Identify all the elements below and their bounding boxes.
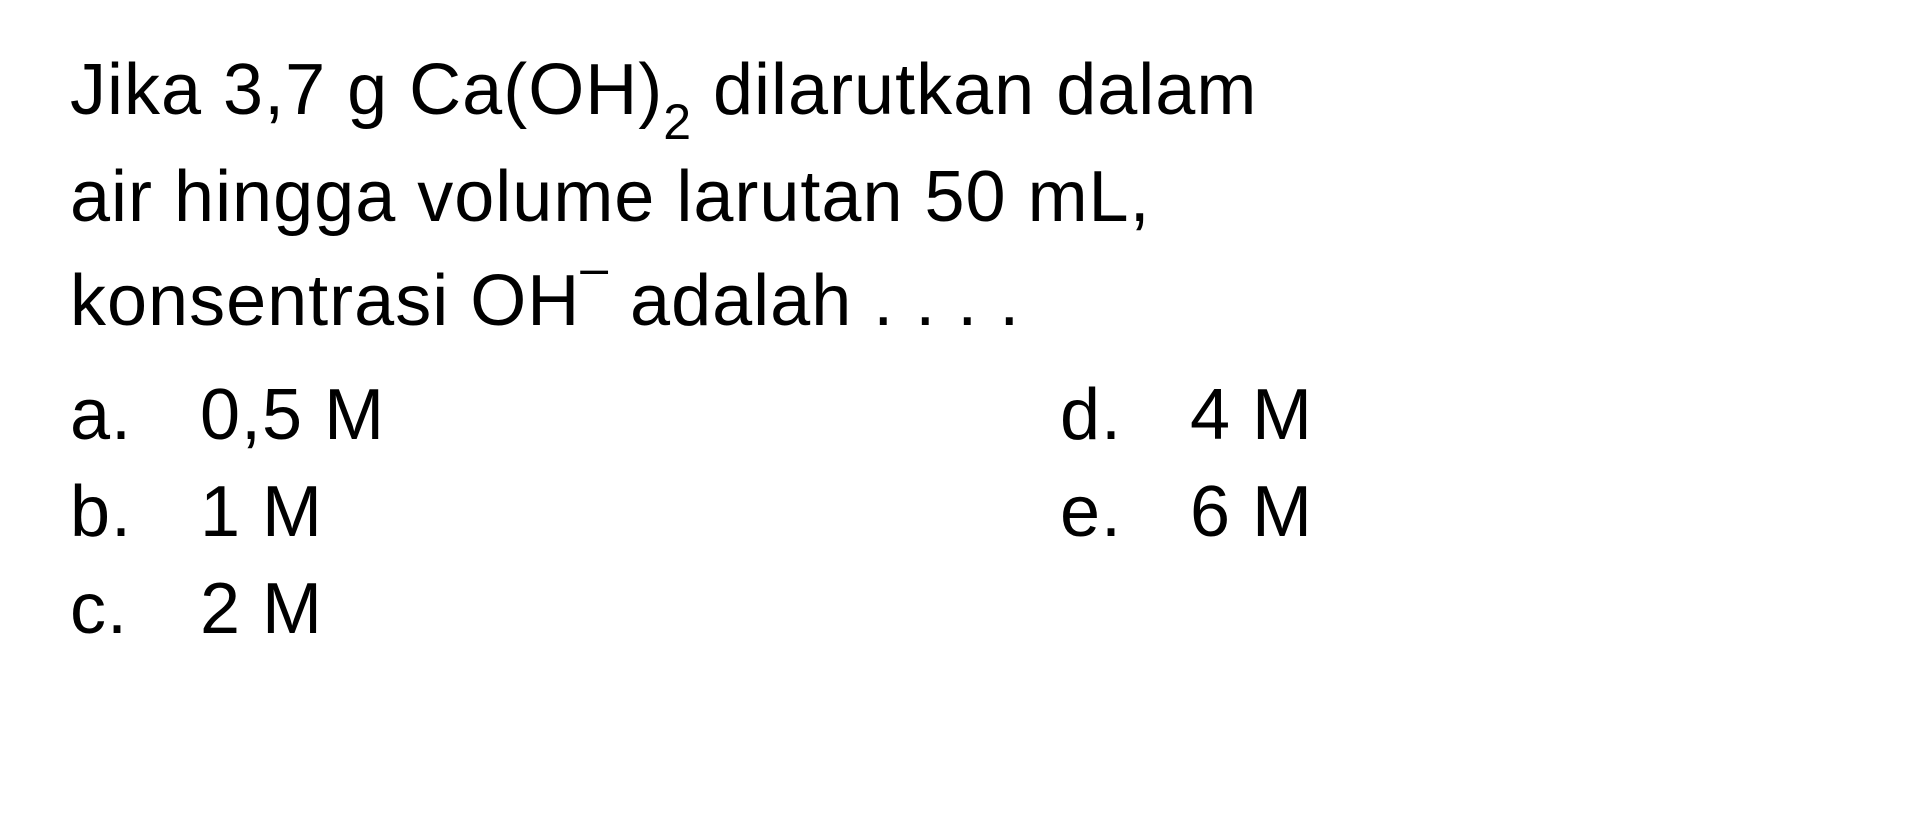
option-a-letter: a. xyxy=(70,367,200,464)
question-sub: 2 xyxy=(663,94,692,150)
question-line1-part2: dilarutkan dalam xyxy=(692,50,1257,130)
answer-options: a. 0,5 M b. 1 M c. 2 M d. 4 M e. 6 M xyxy=(70,367,1850,659)
options-column-right: d. 4 M e. 6 M xyxy=(1060,367,1850,659)
question-line2: air hingga volume larutan 50 mL, xyxy=(70,157,1151,237)
chemistry-question: Jika 3,7 g Ca(OH)2 dilarutkan dalam air … xyxy=(70,40,1850,659)
option-a: a. 0,5 M xyxy=(70,367,860,464)
option-a-value: 0,5 M xyxy=(200,367,860,464)
option-d-value: 4 M xyxy=(1190,367,1850,464)
option-d: d. 4 M xyxy=(1060,367,1850,464)
question-stem: Jika 3,7 g Ca(OH)2 dilarutkan dalam air … xyxy=(70,40,1850,352)
option-c-value: 2 M xyxy=(200,561,860,658)
question-line3-part1: konsentrasi OH xyxy=(70,261,580,341)
question-line3-part2: adalah . . . . xyxy=(609,261,1020,341)
option-c-letter: c. xyxy=(70,561,200,658)
option-e-letter: e. xyxy=(1060,464,1190,561)
option-c: c. 2 M xyxy=(70,561,860,658)
option-b: b. 1 M xyxy=(70,464,860,561)
option-e: e. 6 M xyxy=(1060,464,1850,561)
option-b-letter: b. xyxy=(70,464,200,561)
options-column-left: a. 0,5 M b. 1 M c. 2 M xyxy=(70,367,860,659)
option-d-letter: d. xyxy=(1060,367,1190,464)
option-b-value: 1 M xyxy=(200,464,860,561)
question-sup: – xyxy=(580,240,609,296)
question-line1-part1: Jika 3,7 g Ca(OH) xyxy=(70,50,663,130)
option-e-value: 6 M xyxy=(1190,464,1850,561)
